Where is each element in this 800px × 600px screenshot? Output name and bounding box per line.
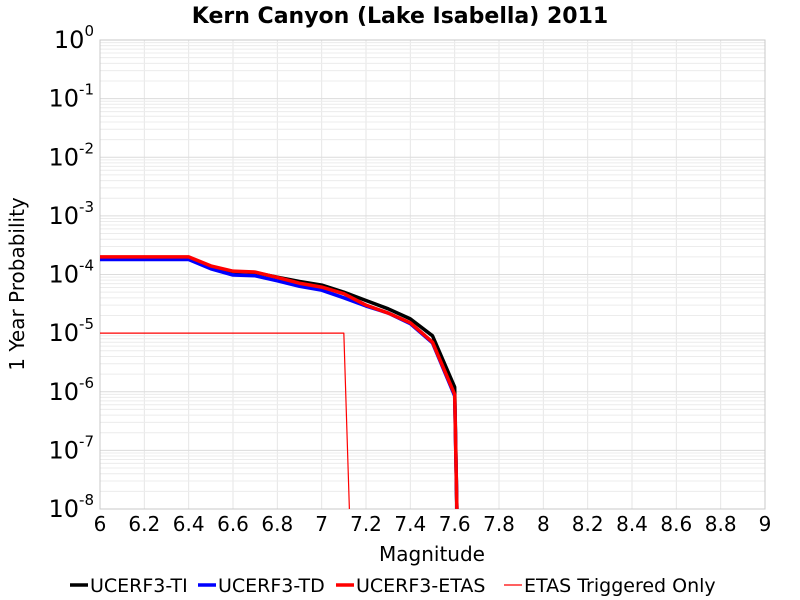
x-tick-labels: 6 6.2 6.4 6.6 6.8 7 7.2 7.4 7.6 7.8 8 8.2 8.4 8.6 8.8 9 — [94, 512, 772, 536]
x-tick-label: 6.6 — [217, 512, 249, 536]
legend-label: UCERF3-TI — [90, 575, 188, 597]
plot-area — [99, 39, 766, 510]
legend-label: UCERF3-ETAS — [356, 575, 485, 597]
x-tick-label: 8.2 — [572, 512, 604, 536]
x-tick-label: 7.2 — [350, 512, 382, 536]
series-line-3 — [100, 332, 350, 510]
series-layer — [100, 255, 459, 510]
x-tick-label: 8.6 — [660, 512, 692, 536]
x-tick-label: 9 — [759, 512, 772, 536]
x-tick-label: 7.8 — [483, 512, 515, 536]
legend-label: UCERF3-TD — [218, 575, 325, 597]
legend: UCERF3-TI UCERF3-TD UCERF3-ETAS ETAS Trigge… — [70, 575, 716, 597]
series-line-2 — [100, 255, 459, 510]
y-tick-label: 10-7 — [48, 432, 94, 464]
x-tick-label: 6.4 — [173, 512, 205, 536]
y-tick-label: 10-4 — [48, 257, 94, 289]
y-tick-label: 10-2 — [48, 139, 94, 171]
grid — [99, 40, 766, 510]
series-line-1 — [100, 257, 459, 510]
x-tick-label: 8 — [537, 512, 550, 536]
chart-title: Kern Canyon (Lake Isabella) 2011 — [192, 4, 608, 29]
y-tick-label: 10-1 — [48, 81, 94, 113]
series-line-0 — [100, 256, 459, 510]
x-tick-label: 6 — [94, 512, 107, 536]
x-tick-label: 7.4 — [394, 512, 426, 536]
x-tick-label: 6.8 — [261, 512, 293, 536]
y-axis-label: 1 Year Probability — [5, 197, 29, 371]
y-tick-label: 10-3 — [48, 198, 94, 230]
x-tick-label: 7 — [315, 512, 328, 536]
x-tick-label: 8.4 — [616, 512, 648, 536]
y-tick-label: 10-8 — [48, 491, 94, 523]
y-tick-label: 100 — [54, 22, 94, 54]
x-tick-label: 8.8 — [705, 512, 737, 536]
x-tick-label: 7.6 — [439, 512, 471, 536]
y-tick-label: 10-6 — [48, 374, 94, 406]
x-tick-label: 6.2 — [128, 512, 160, 536]
x-axis-label: Magnitude — [379, 542, 485, 566]
y-tick-label: 10-5 — [48, 315, 94, 347]
y-tick-labels: 100 10-1 10-2 10-3 10-4 10-5 10-6 10-7 10-8 — [48, 22, 94, 523]
legend-label: ETAS Triggered Only — [524, 575, 716, 597]
